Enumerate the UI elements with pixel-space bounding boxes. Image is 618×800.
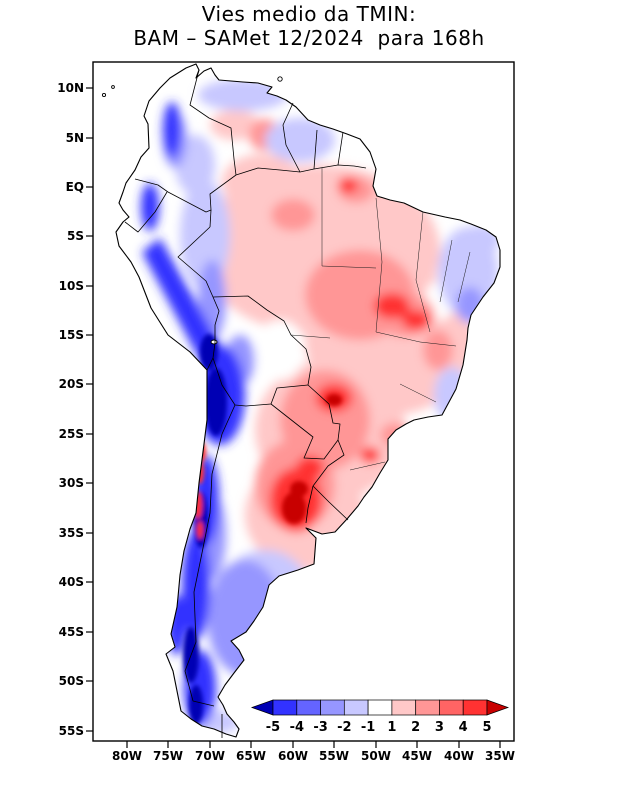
lon-tick-label: 40W	[444, 749, 474, 763]
south-america-coastline	[115, 63, 501, 738]
lon-tick-label: 70W	[195, 749, 225, 763]
colorbar-segment	[272, 699, 298, 716]
colorbar-tick-label: 3	[435, 720, 444, 735]
colorbar-tick-label: -3	[313, 720, 327, 735]
figure-title-line-2: BAM – SAMet 12/2024 para 168h	[133, 26, 485, 50]
lat-tick-label: 55S	[59, 724, 84, 738]
colorbar-right-arrow	[486, 699, 510, 716]
lat-tick-label: 45S	[59, 625, 84, 639]
colorbar-segment	[367, 699, 393, 716]
colorbar-segment	[391, 699, 417, 716]
bias-field	[116, 64, 500, 737]
field-darkest-red	[282, 394, 342, 524]
lat-tick-label: 25S	[59, 427, 84, 441]
colorbar-tick-label: -2	[337, 720, 351, 735]
colorbar-segment	[320, 699, 345, 716]
trinidad-islet	[277, 76, 283, 82]
colorbar-segment	[343, 699, 369, 716]
lat-tick-label: EQ	[66, 180, 84, 194]
lat-tick-label: 10S	[59, 279, 84, 293]
lon-tick-label: 60W	[278, 749, 308, 763]
colorbar-tick-label: 4	[459, 720, 468, 735]
colorbar-segment	[296, 699, 321, 716]
colorbar-segment	[415, 699, 440, 716]
lon-tick-label: 55W	[319, 749, 349, 763]
lon-tick-label: 80W	[112, 749, 142, 763]
colorbar-tick-label: -1	[361, 720, 375, 735]
colorbar-segment	[439, 699, 464, 716]
lat-tick-label: 5S	[67, 229, 84, 243]
lon-tick-label: 75W	[153, 749, 183, 763]
figure-title-line-1: Vies medio da TMIN:	[201, 2, 417, 26]
lat-tick-label: 20S	[59, 377, 84, 391]
lat-tick-label: 50S	[59, 674, 84, 688]
islets	[101, 76, 283, 345]
colorbar-tick-label: 2	[411, 720, 420, 735]
lat-tick-label: 15S	[59, 328, 84, 342]
colorbar-tick-label: -5	[266, 720, 280, 735]
colorbar-tick-label: -4	[290, 720, 304, 735]
lat-tick-label: 40S	[59, 575, 84, 589]
small-islet	[111, 85, 115, 89]
colorbar-left-arrow	[250, 699, 274, 716]
lon-tick-label: 50W	[361, 749, 391, 763]
lon-tick-label: 35W	[485, 749, 515, 763]
country-borders	[124, 69, 367, 738]
colorbar-tick-label: 1	[387, 720, 396, 735]
lat-tick-label: 10N	[57, 81, 84, 95]
lat-tick-label: 30S	[59, 476, 84, 490]
colorbar: -5 -4 -3 -2 -1 1 2 3 4 5	[250, 699, 510, 735]
lon-tick-label: 45W	[402, 749, 432, 763]
lat-tick-label: 5N	[66, 131, 84, 145]
colorbar-tick-label: 5	[482, 720, 491, 735]
lon-axis: 80W 75W 70W 65W 60W 55W 50W 45W 40W 35W	[112, 741, 515, 763]
lat-axis: 10N 5N EQ 5S 10S 15S 20S 25S 30S 35S 40S…	[57, 81, 93, 738]
plot-frame	[92, 61, 515, 742]
lat-tick-label: 35S	[59, 526, 84, 540]
lon-tick-label: 65W	[236, 749, 266, 763]
state-borders	[290, 168, 471, 471]
lake-titicaca	[210, 339, 218, 345]
colorbar-segment	[462, 699, 488, 716]
small-islet	[101, 92, 107, 98]
